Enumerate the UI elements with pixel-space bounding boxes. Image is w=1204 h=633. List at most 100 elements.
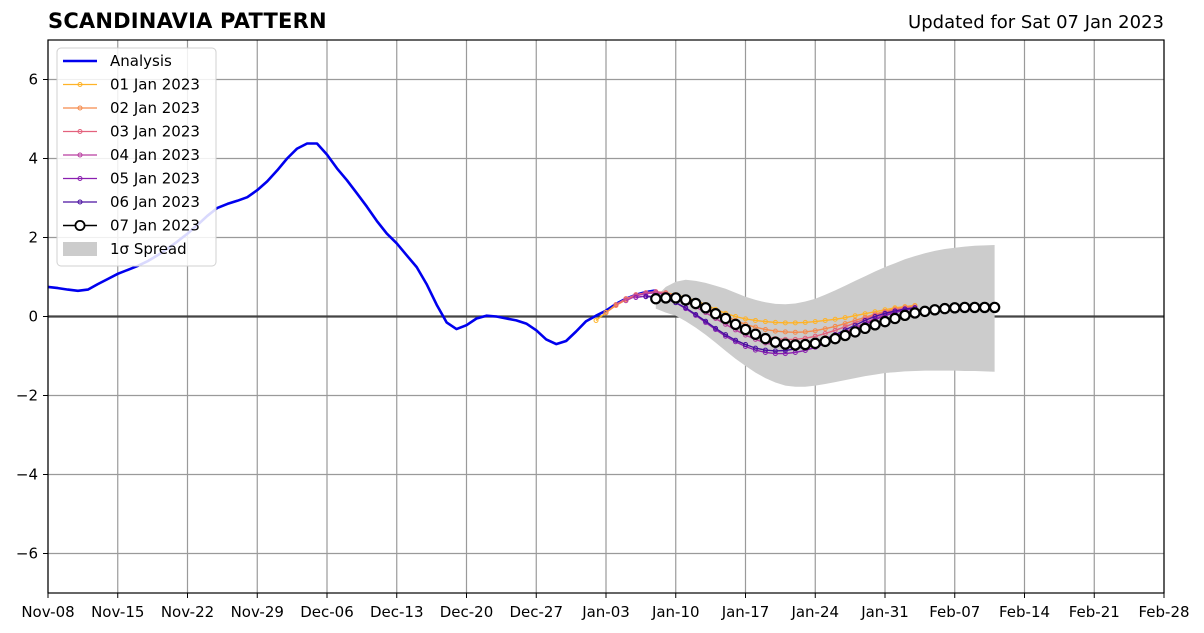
forecast-point [968, 301, 981, 314]
forecast-point [762, 319, 768, 325]
legend-box [56, 47, 217, 267]
forecast-point [869, 319, 881, 331]
legend-label: 07 Jan 2023 [110, 217, 200, 235]
legend-item: 02 Jan 2023 [63, 99, 200, 117]
legend-marker [77, 152, 83, 158]
legend: Analysis 01 Jan 2023 02 Jan 2023 03 Jan 202… [56, 47, 217, 267]
legend-item: Analysis [63, 52, 172, 70]
legend-swatch [63, 242, 97, 256]
y-tick-label: 4 [28, 150, 38, 168]
forecast-point [879, 315, 891, 328]
forecast-point [839, 329, 851, 342]
forecast-point [779, 338, 792, 350]
x-tick-label: Dec-20 [440, 603, 494, 621]
forecast-point [660, 292, 672, 304]
forecast-series-07-jan-2023 [650, 292, 1001, 351]
forecast-point [680, 294, 692, 306]
x-tick-label: Dec-13 [370, 603, 424, 621]
forecast-point [852, 313, 858, 319]
forecast-point [792, 320, 798, 326]
legend-marker [74, 219, 86, 231]
forecast-point [812, 328, 818, 334]
forecast-point [862, 317, 868, 323]
forecast-point [752, 317, 758, 323]
forecast-point [782, 320, 788, 326]
x-axis-ticks: Nov-08 Nov-15 Nov-22 Nov-29 Dec-06 Dec-13 Dec-… [21, 593, 1190, 621]
forecast-point [633, 295, 639, 301]
forecast-point [929, 304, 941, 316]
forecast-point [988, 301, 1001, 314]
forecast-point [772, 351, 778, 357]
x-tick-label: Nov-22 [161, 603, 214, 621]
x-tick-label: Jan-10 [651, 603, 700, 621]
forecast-point [842, 321, 848, 327]
forecast-point [743, 342, 748, 348]
legend-marker [77, 176, 83, 181]
forecast-point [772, 328, 778, 334]
forecast-point [749, 328, 762, 340]
x-tick-label: Nov-08 [21, 603, 74, 621]
forecast-point [769, 336, 782, 348]
legend-label: 1σ Spread [110, 240, 187, 258]
forecast-point [733, 337, 739, 343]
x-tick-label: Feb-21 [1069, 603, 1120, 621]
forecast-point [872, 314, 878, 319]
legend-label: 02 Jan 2023 [110, 99, 200, 117]
forecast-point [603, 310, 609, 316]
legend-item: 07 Jan 2023 [63, 217, 200, 235]
forecast-point [909, 307, 921, 319]
updated-date: Updated for Sat 07 Jan 2023 [908, 12, 1164, 33]
spread-area [655, 245, 995, 387]
x-tick-label: Feb-14 [999, 603, 1050, 621]
forecast-point [782, 329, 788, 335]
forecast-point [762, 347, 768, 353]
forecast-point [772, 319, 778, 325]
y-tick-label: −2 [16, 387, 38, 405]
forecast-point [889, 312, 901, 325]
forecast-point [683, 305, 689, 311]
forecast-point [643, 294, 649, 300]
forecast-point [812, 319, 818, 325]
forecast-point [842, 324, 848, 330]
forecast-point [899, 309, 911, 322]
legend-item: 1σ Spread [63, 240, 187, 258]
legend-item: 03 Jan 2023 [63, 123, 200, 141]
forecast-point [762, 327, 768, 333]
x-tick-label: Feb-07 [929, 603, 980, 621]
forecast-point [789, 339, 802, 351]
x-tick-label: Dec-06 [300, 603, 354, 621]
x-tick-label: Dec-27 [509, 603, 563, 621]
forecast-point [829, 332, 841, 345]
forecast-point [859, 322, 871, 335]
forecast-point [802, 319, 808, 325]
legend-label: 03 Jan 2023 [110, 123, 200, 141]
legend-label: 01 Jan 2023 [110, 76, 200, 94]
forecast-point [703, 318, 709, 324]
forecast-point [809, 337, 821, 350]
forecast-point [939, 302, 951, 315]
legend-item: 04 Jan 2023 [63, 146, 200, 164]
forecast-point [822, 330, 828, 336]
forecast-point [709, 308, 722, 320]
forecast-point [949, 302, 961, 314]
series-lines [47, 142, 1001, 357]
forecast-point [822, 326, 828, 332]
forecast-point [882, 310, 888, 316]
y-axis-ticks: 6 4 2 0 −2 −4 −6 [16, 71, 48, 563]
forecast-point [759, 332, 772, 345]
legend-item: 01 Jan 2023 [63, 76, 200, 94]
legend-marker [77, 199, 83, 205]
x-tick-label: Feb-28 [1138, 603, 1189, 621]
legend-label: 06 Jan 2023 [110, 193, 200, 211]
forecast-point [699, 302, 712, 314]
y-tick-label: 2 [28, 229, 38, 247]
forecast-point [743, 316, 748, 322]
legend-marker [77, 129, 83, 134]
forecast-point [613, 302, 619, 308]
forecast-point [959, 301, 971, 314]
legend-item: 06 Jan 2023 [63, 193, 200, 211]
spread-band [655, 245, 995, 387]
forecast-point [739, 323, 752, 336]
x-tick-label: Jan-24 [790, 603, 839, 621]
